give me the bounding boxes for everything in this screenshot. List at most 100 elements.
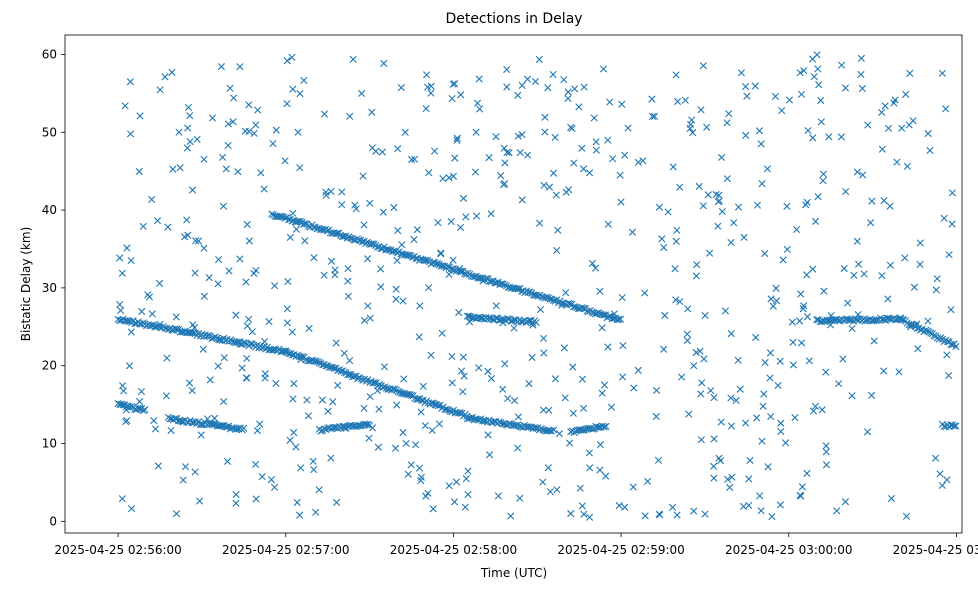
data-point-1306: [565, 439, 574, 447]
data-point-434: [139, 407, 147, 415]
data-point-1039: [399, 297, 407, 305]
data-point-1281: [539, 406, 548, 414]
data-point-1118: [909, 117, 917, 125]
data-point-1190: [591, 264, 600, 272]
data-point-1308: [427, 351, 435, 359]
data-point-1031: [507, 512, 515, 520]
data-point-1194: [715, 454, 723, 462]
data-point-1298: [318, 396, 327, 404]
data-point-1124: [304, 412, 313, 420]
data-point-1017: [404, 470, 412, 478]
data-point-1024: [809, 407, 818, 415]
data-point-1307: [411, 155, 419, 163]
data-point-1237: [814, 193, 822, 201]
data-point-843: [661, 311, 669, 320]
data-point-900: [344, 264, 352, 273]
data-point-1292: [536, 219, 544, 227]
data-point-1098: [698, 379, 706, 387]
data-point-862: [585, 513, 594, 521]
data-point-229: [300, 220, 308, 228]
data-point-1154: [197, 431, 205, 439]
data-point-1172: [672, 71, 680, 79]
data-point-1045: [459, 353, 467, 361]
data-point-1050: [220, 397, 228, 406]
data-point-1417: [372, 147, 380, 155]
data-point-854: [564, 94, 572, 103]
data-point-1137: [554, 226, 562, 234]
data-point-1145: [210, 414, 219, 422]
data-point-755: [193, 135, 201, 143]
data-point-779: [634, 158, 642, 166]
data-point-880: [126, 130, 135, 138]
data-point-1089: [449, 256, 457, 264]
data-point-1192: [219, 153, 227, 161]
data-point-773: [531, 77, 540, 86]
data-point-799: [822, 442, 830, 450]
data-point-794: [878, 145, 886, 153]
data-point-790: [630, 384, 638, 392]
data-point-968: [588, 259, 597, 267]
data-point-906: [648, 95, 656, 103]
data-point-1291: [551, 133, 559, 141]
data-point-322: [455, 267, 464, 275]
data-point-851: [340, 349, 348, 357]
data-point-1141: [151, 425, 160, 433]
data-point-1197: [804, 126, 812, 135]
data-point-1230: [699, 202, 707, 210]
data-point-1077: [222, 165, 230, 173]
data-point-1409: [127, 328, 135, 336]
data-point-1093: [776, 501, 784, 509]
data-point-831: [549, 169, 558, 177]
data-point-511: [364, 420, 372, 429]
data-point-1128: [860, 270, 868, 278]
data-point-1375: [116, 254, 124, 262]
data-point-770: [364, 302, 372, 310]
data-point-79: [246, 340, 255, 348]
data-point-1173: [300, 76, 308, 85]
data-point-1204: [727, 394, 735, 402]
data-point-1086: [867, 391, 876, 399]
data-point-884: [148, 310, 156, 318]
data-point-1372: [686, 124, 694, 133]
data-point-1072: [712, 190, 720, 199]
data-point-1157: [718, 207, 726, 216]
data-point-1271: [310, 465, 318, 474]
data-point-1088: [253, 427, 262, 435]
data-point-795: [523, 75, 532, 83]
data-point-1020: [618, 100, 626, 108]
data-point-1032: [503, 148, 511, 156]
data-point-1146: [902, 90, 910, 98]
data-point-785: [427, 89, 435, 97]
data-point-603: [492, 314, 500, 322]
data-point-1326: [460, 372, 468, 380]
data-point-737: [235, 337, 244, 346]
data-point-1084: [586, 169, 594, 177]
data-point-1038: [615, 501, 623, 510]
data-point-994: [504, 394, 512, 403]
data-point-1159: [895, 368, 903, 376]
data-point-916: [945, 371, 953, 380]
data-point-1253: [358, 89, 366, 98]
data-point-847: [561, 394, 569, 402]
x-axis-label: Time (UTC): [480, 566, 547, 580]
data-point-1102: [898, 124, 906, 132]
data-point-1249: [236, 63, 244, 71]
data-point-1266: [822, 368, 830, 376]
data-point-841: [435, 420, 443, 428]
data-point-849: [391, 444, 400, 452]
data-point-1183: [840, 264, 848, 273]
data-point-699: [930, 332, 938, 340]
data-point-1360: [730, 219, 738, 227]
x-tick-label: 2025-04-25 02:59:00: [557, 543, 684, 557]
data-point-435: [141, 406, 149, 414]
data-point-1048: [432, 401, 440, 409]
data-point-751: [162, 392, 170, 400]
data-point-1205: [628, 228, 637, 236]
data-point-1057: [393, 401, 401, 409]
data-point-1112: [473, 99, 482, 107]
data-point-1096: [592, 146, 600, 154]
data-point-1068: [825, 133, 833, 141]
data-point-981: [439, 174, 447, 183]
data-point-943: [673, 511, 681, 519]
data-point-1023: [484, 431, 492, 439]
